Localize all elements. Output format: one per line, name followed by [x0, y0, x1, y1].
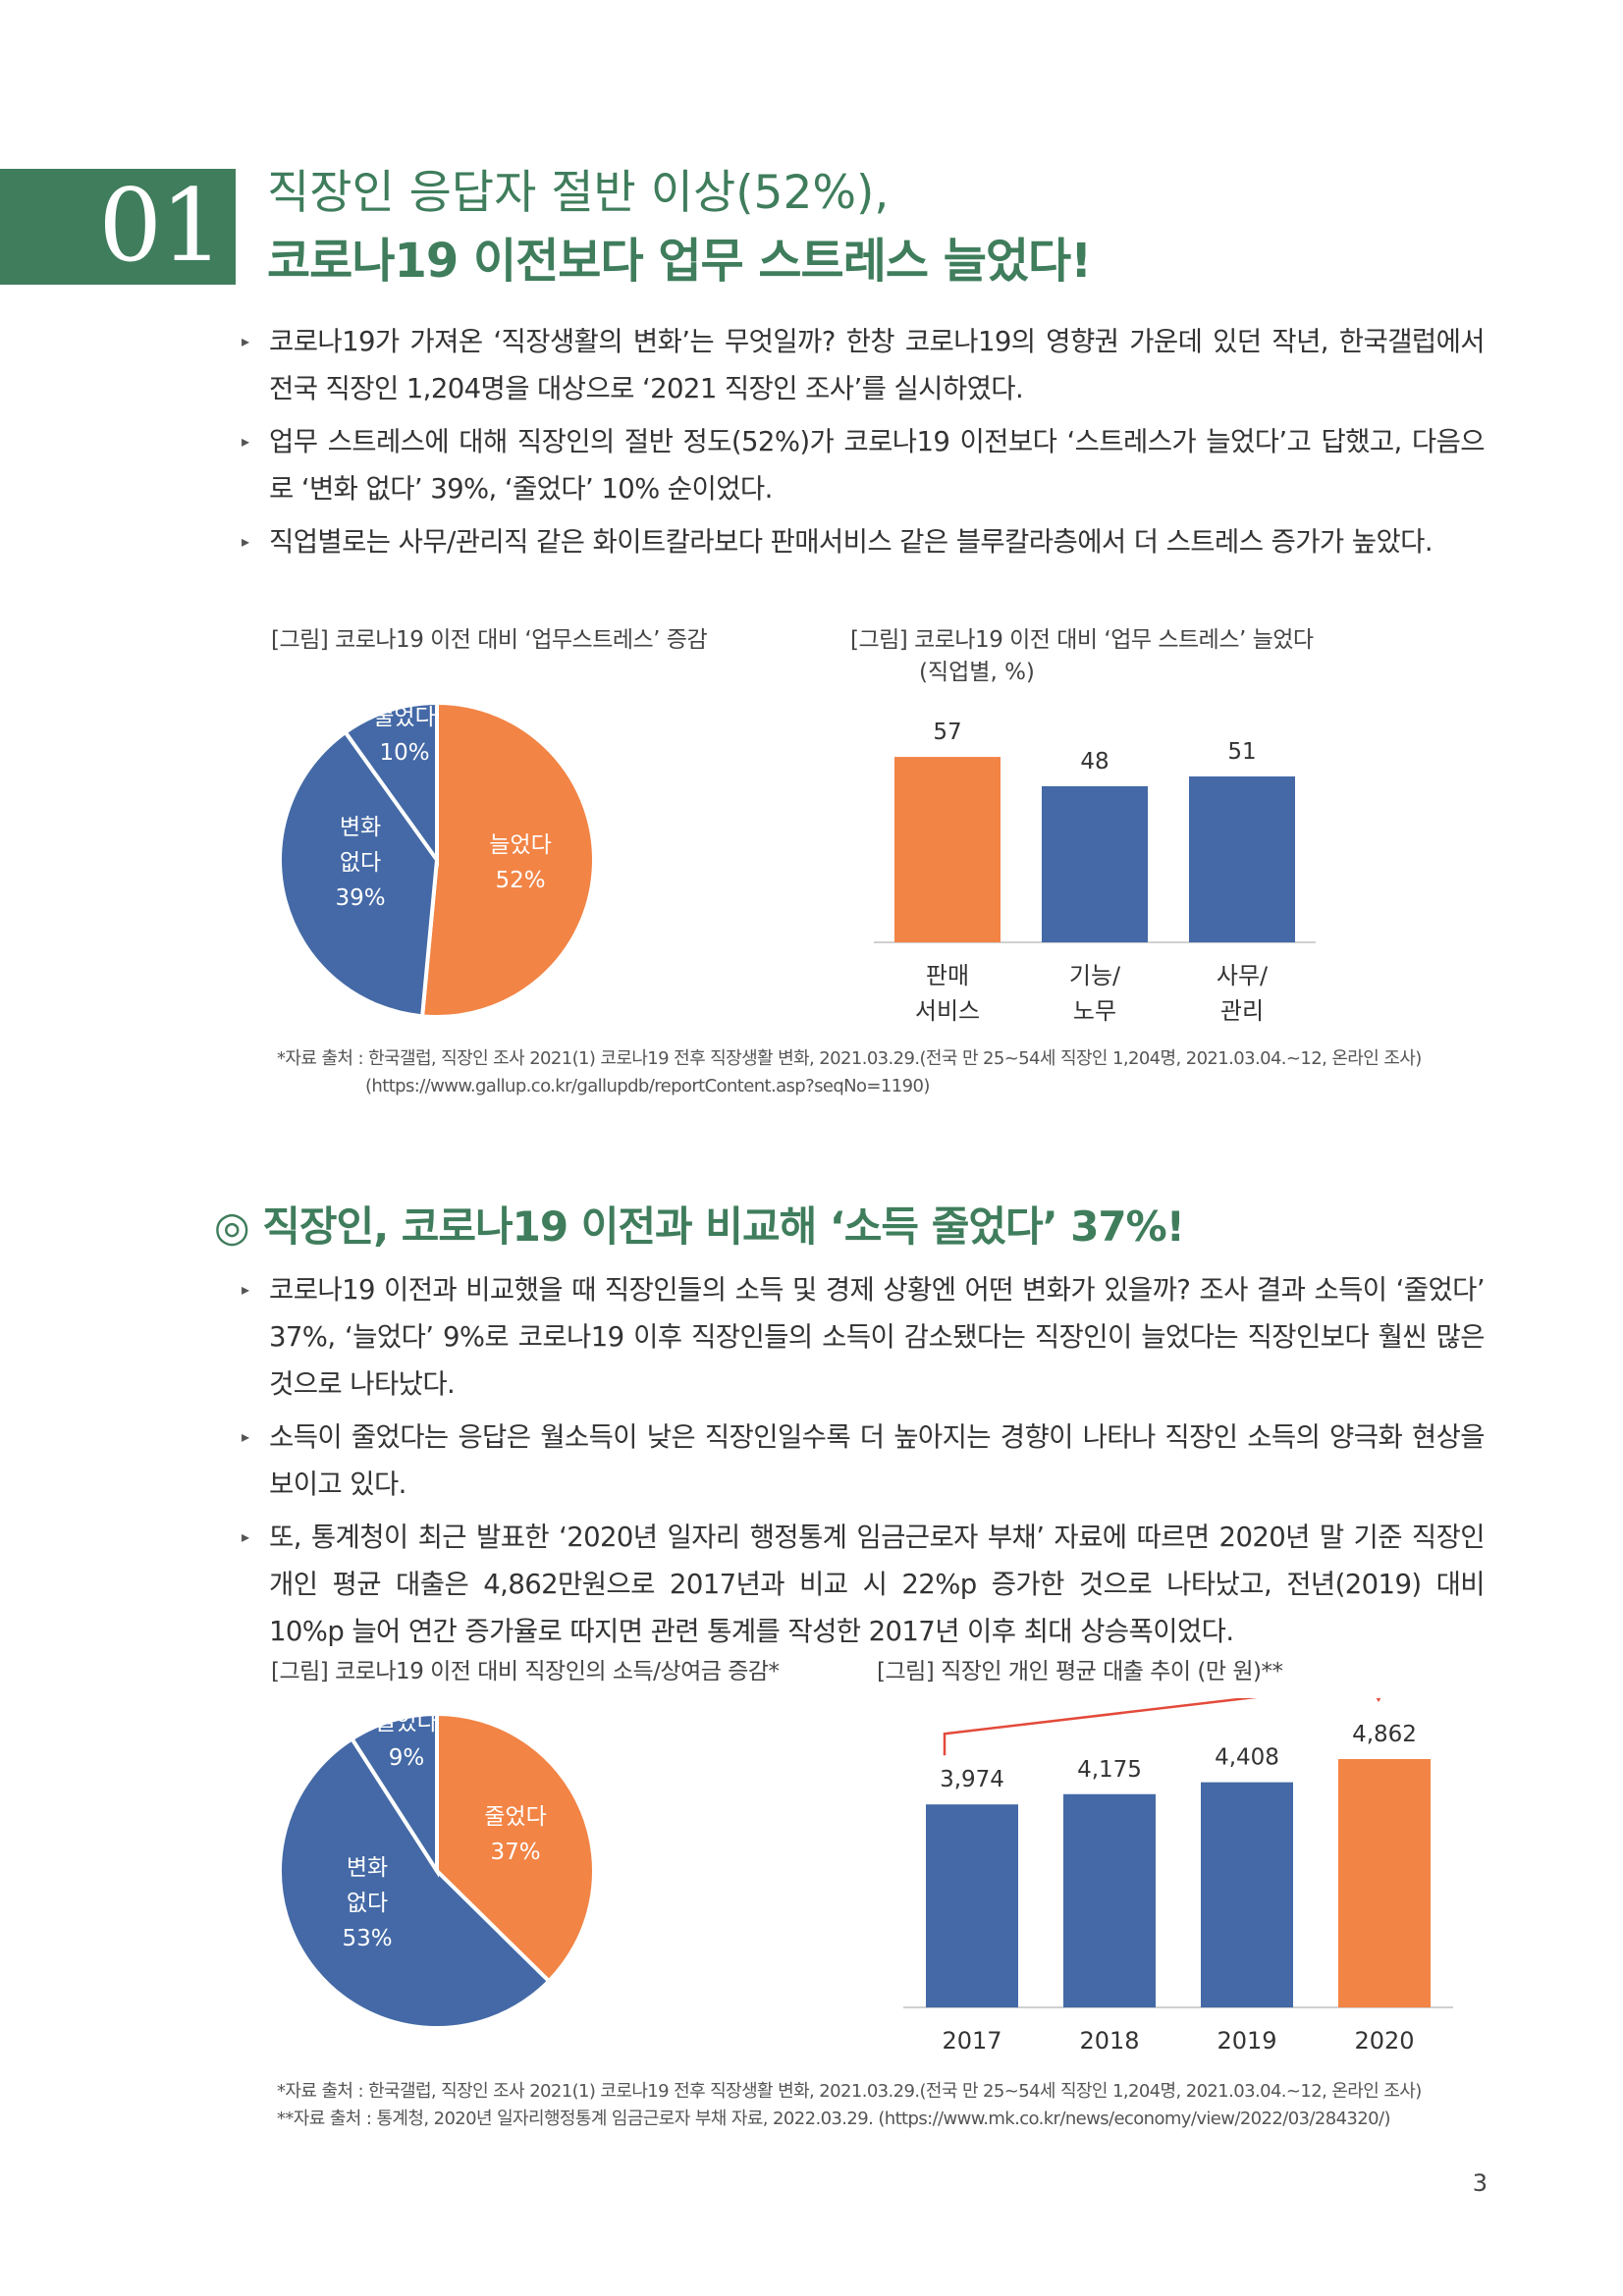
- bar-category-label: 2020: [1354, 2027, 1414, 2055]
- bullet-marker-icon: ▸: [242, 532, 249, 551]
- bullet-text: 직업별로는 사무/관리직 같은 화이트칼라보다 판매서비스 같은 블루칼라층에서…: [269, 526, 1434, 558]
- bar-value-label: 51: [1227, 739, 1256, 765]
- bar: [1338, 1759, 1431, 2007]
- bar: [894, 757, 1001, 942]
- bar-category-label: 노무: [1073, 997, 1116, 1025]
- pie-slice-label: 줄었다: [484, 1804, 546, 1830]
- bar-category-label: 서비스: [915, 997, 980, 1025]
- figure3-caption: [그림] 코로나19 이전 대비 직장인의 소득/상여금 증감*: [271, 1659, 780, 1684]
- pie-slice-label: 줄었다: [373, 705, 435, 730]
- section1-bullet-list: ▸ 코로나19가 가져온 ‘직장생활의 변화’는 무엇일까? 한창 코로나19의 …: [236, 318, 1486, 571]
- bullet-marker-icon: ▸: [242, 432, 249, 451]
- bar-category-label: 사무/: [1217, 962, 1269, 989]
- bar: [1189, 775, 1295, 942]
- bullet-marker-icon: ▸: [242, 1427, 249, 1446]
- bar-category-label: 2018: [1079, 2027, 1139, 2055]
- pie-slice: [435, 1711, 596, 1985]
- loan-trend-bar-chart: 3,97420174,17520184,40820194,862202022%p…: [903, 1698, 1453, 2055]
- stress-by-job-bar-chart: 57 판매서비스 48 기능/노무 51 사무/관리: [874, 720, 1316, 1025]
- bar-value-label: 4,862: [1352, 1722, 1417, 1747]
- bullet-item: ▸ 코로나19 이전과 비교했을 때 직장인들의 소득 및 경제 상황엔 어떤 변…: [236, 1266, 1486, 1408]
- pie-slice-label: 늘었다: [489, 832, 551, 858]
- section-title-line1: 직장인 응답자 절반 이상(52%),: [267, 166, 890, 220]
- figure2-caption: [그림] 코로나19 이전 대비 ‘업무 스트레스’ 늘었다: [850, 627, 1314, 653]
- bullet-marker-icon: ▸: [242, 332, 249, 350]
- bar-category-label: 판매: [926, 962, 969, 989]
- bullet-text: 또, 통계청이 최근 발표한 ‘2020년 일자리 행정통계 임금근로자 부채’…: [269, 1522, 1486, 1647]
- section2-title: ◎ 직장인, 코로나19 이전과 비교해 ‘소득 줄었다’ 37%!: [214, 1202, 1185, 1251]
- pie-slice: [342, 700, 439, 867]
- section-number: 01: [0, 169, 236, 285]
- section-title-line2: 코로나19 이전보다 업무 스트레스 늘었다!: [267, 234, 1092, 289]
- source-note: *자료 출처 : 한국갤럽, 직장인 조사 2021(1) 코로나19 전후 직…: [277, 1048, 1422, 1069]
- pie-slice-label: 없다: [347, 1891, 388, 1916]
- bar: [1201, 1782, 1293, 2007]
- arrow-head-icon: [1376, 1698, 1381, 1703]
- source-note: *자료 출처 : 한국갤럽, 직장인 조사 2021(1) 코로나19 전후 직…: [277, 2081, 1422, 2102]
- pie-slice-label: 9%: [389, 1745, 425, 1771]
- pie-slice-label: 변화: [340, 815, 381, 840]
- bar: [1042, 785, 1148, 942]
- pie-slice-label: 37%: [490, 1840, 540, 1865]
- page-number: 3: [1472, 2169, 1488, 2197]
- pie-slice-label: 52%: [495, 868, 545, 893]
- bar-category-label: 기능/: [1069, 962, 1121, 989]
- bullet-item: ▸ 직업별로는 사무/관리직 같은 화이트칼라보다 판매서비스 같은 블루칼라층에…: [236, 518, 1485, 565]
- bullet-text: 코로나19 이전과 비교했을 때 직장인들의 소득 및 경제 상황엔 어떤 변화…: [269, 1274, 1486, 1400]
- bullet-marker-icon: ▸: [242, 1527, 249, 1546]
- pie-slice-label: 없다: [340, 850, 381, 876]
- bullet-item: ▸ 또, 통계청이 최근 발표한 ‘2020년 일자리 행정통계 임금근로자 부채…: [236, 1514, 1486, 1655]
- source-note-2: **자료 출처 : 통계청, 2020년 일자리행정통계 임금근로자 부채 자료…: [277, 2109, 1390, 2129]
- bullet-item: ▸ 코로나19가 가져온 ‘직장생활의 변화’는 무엇일까? 한창 코로나19의 …: [236, 318, 1486, 412]
- bar-value-label: 48: [1080, 749, 1109, 774]
- bar: [1063, 1793, 1156, 2007]
- pie-slice-label: 늘었다: [375, 1710, 437, 1735]
- bar: [926, 1804, 1018, 2007]
- pie-slice-label: 10%: [379, 740, 429, 766]
- bar-category-label: 2019: [1217, 2027, 1276, 2055]
- bullet-text: 소득이 줄었다는 응답은 월소득이 낮은 직장인일수록 더 높아지는 경향이 나…: [269, 1421, 1486, 1500]
- pie-slice: [419, 700, 596, 1019]
- bullet-item: ▸ 업무 스트레스에 대해 직장인의 절반 정도(52%)가 코로나19 이전보다…: [236, 418, 1486, 512]
- bullet-item: ▸ 소득이 줄었다는 응답은 월소득이 낮은 직장인일수록 더 높아지는 경향이 …: [236, 1414, 1486, 1508]
- bar-value-label: 4,408: [1215, 1745, 1279, 1771]
- section2-bullet-list: ▸ 코로나19 이전과 비교했을 때 직장인들의 소득 및 경제 상황엔 어떤 변…: [236, 1266, 1486, 1661]
- pie-slice: [278, 729, 440, 1019]
- pie-slice-label: 변화: [347, 1855, 388, 1881]
- bar-value-label: 4,175: [1077, 1757, 1142, 1783]
- bullet-text: 업무 스트레스에 대해 직장인의 절반 정도(52%)가 코로나19 이전보다 …: [269, 426, 1486, 505]
- pie-slice-label: 53%: [342, 1926, 392, 1951]
- bar-value-label: 3,974: [940, 1767, 1004, 1792]
- figure2-subcaption: (직업별, %): [919, 660, 1035, 685]
- pie-slice: [349, 1711, 439, 1878]
- pie-slice-label: 39%: [335, 885, 385, 911]
- bar-category-label: 관리: [1220, 997, 1264, 1025]
- growth-arrow-line: [943, 1698, 1258, 1756]
- bar-value-label: 57: [933, 720, 961, 745]
- figure4-caption: [그림] 직장인 개인 평균 대출 추이 (만 원)**: [877, 1659, 1283, 1684]
- figure1-caption: [그림] 코로나19 이전 대비 ‘업무스트레스’ 증감: [271, 627, 708, 653]
- bar-category-label: 2017: [942, 2027, 1001, 2055]
- source-url: (https://www.gallup.co.kr/gallupdb/repor…: [365, 1076, 930, 1096]
- pie-slice: [278, 1735, 552, 2030]
- bullet-marker-icon: ▸: [242, 1280, 249, 1299]
- bullet-text: 코로나19가 가져온 ‘직장생활의 변화’는 무엇일까? 한창 코로나19의 영…: [269, 326, 1486, 404]
